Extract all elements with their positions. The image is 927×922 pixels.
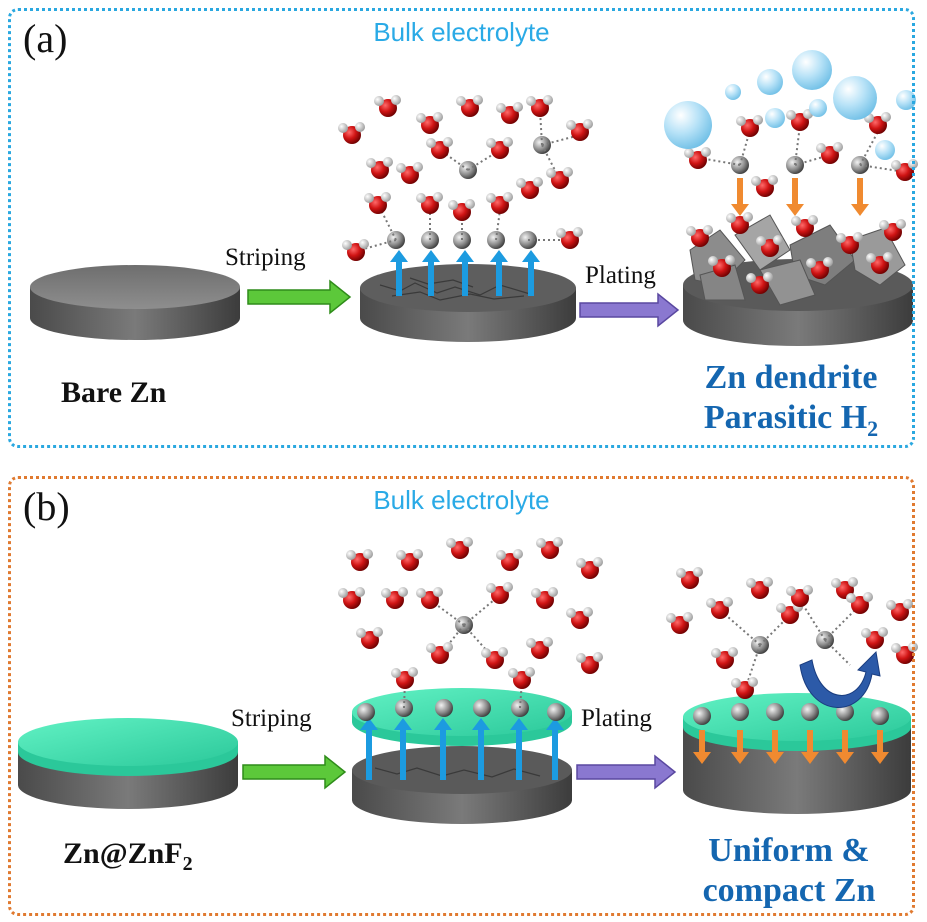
bulk-electrolyte-label-b: Bulk electrolyte <box>373 485 550 515</box>
rejection-arrow <box>799 650 881 708</box>
plating-arrow <box>579 292 680 328</box>
solvation-bonds-uniform <box>719 599 861 691</box>
panel-a: (a) Bulk electrolyte Striping Plating Ba… <box>8 8 915 448</box>
bare-zn-label: Bare Zn <box>61 376 167 409</box>
parasitic-h2-label: Parasitic H2 <box>671 398 911 449</box>
deposition-arrows <box>731 178 869 216</box>
panel-b-label: (b) <box>23 484 70 529</box>
solvation-bonds-b <box>403 594 523 709</box>
panel-a-label: (a) <box>23 16 68 61</box>
deposition-arrows-b <box>693 730 889 764</box>
zn-ion-up-arrows <box>390 250 540 296</box>
zn-dendrite-label: Zn dendrite <box>704 359 878 396</box>
h2-bubbles <box>664 50 916 160</box>
plating-arrow-b <box>576 754 677 790</box>
solvation-bonds <box>359 109 581 251</box>
znf2-coated-electrode <box>18 718 238 809</box>
plating-label-b: Plating <box>581 705 652 732</box>
zn-znf2-main: Zn@ZnF <box>63 837 183 870</box>
zn-ion-up-arrows-b <box>360 718 564 780</box>
zn-znf2-subscript: 2 <box>182 853 193 875</box>
zn-znf2-label: Zn@ZnF2 <box>63 837 193 876</box>
parasitic-h2-main: Parasitic H <box>703 399 868 436</box>
striping-label: Striping <box>225 244 306 271</box>
panel-b-outcome: Uniform & compact Zn <box>669 831 909 911</box>
striping-arrow <box>247 279 352 315</box>
compact-zn-label: compact Zn <box>702 872 876 909</box>
striping-label-b: Striping <box>231 705 312 732</box>
bare-zn-electrode <box>30 265 240 340</box>
panel-a-outcome: Zn dendrite Parasitic H2 <box>671 358 911 449</box>
solvation-bonds-dendrite <box>699 124 906 173</box>
parasitic-h2-subscript: 2 <box>867 415 879 441</box>
uniform-label: Uniform & <box>708 832 870 869</box>
panel-b: (b) Bulk electrolyte Striping Plating Zn… <box>8 476 915 916</box>
bulk-electrolyte-label: Bulk electrolyte <box>373 17 550 47</box>
plating-label: Plating <box>585 262 656 289</box>
striping-arrow-b <box>242 754 347 790</box>
